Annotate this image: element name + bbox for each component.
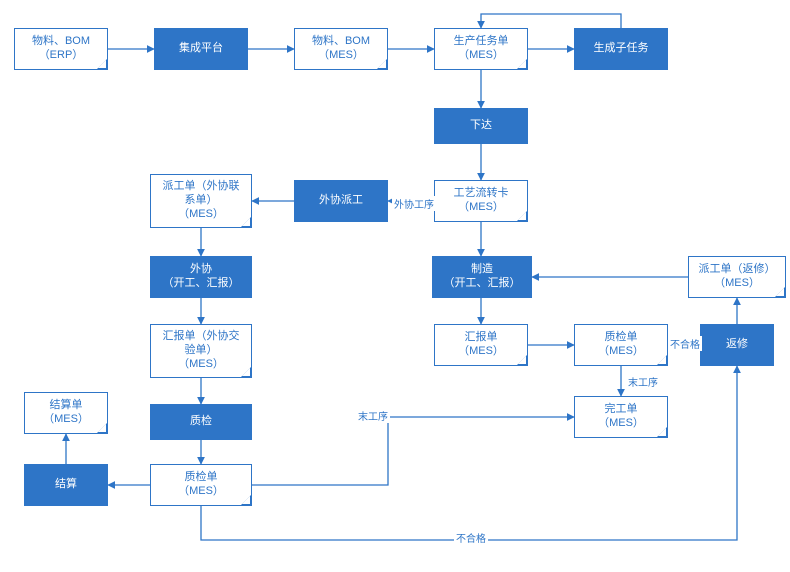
process-node-n21: 返修 — [700, 324, 774, 366]
edge-label: 末工序 — [626, 374, 660, 389]
edge-label: 不合格 — [668, 336, 702, 351]
document-node-n1: 物料、BOM（ERP） — [14, 28, 108, 70]
node-label: 派工单（外协联系单）（MES） — [163, 180, 240, 221]
process-node-n2: 集成平台 — [154, 28, 248, 70]
edge-n13-n21 — [201, 366, 737, 540]
node-label: 外协（开工、汇报） — [163, 263, 240, 291]
process-node-n12: 质检 — [150, 404, 252, 440]
flowchart-canvas: 物料、BOM（ERP） 集成平台 物料、BOM（MES） 生产任务单（MES） 生成子任… — [0, 0, 790, 572]
node-label: 完工单（MES） — [598, 403, 644, 431]
process-node-n10: 外协（开工、汇报） — [150, 256, 252, 298]
edge-label: 外协工序 — [392, 196, 436, 211]
node-label: 下达 — [470, 119, 492, 133]
edge-n5-n4 — [481, 14, 621, 28]
document-node-n19: 完工单（MES） — [574, 396, 668, 438]
document-node-n15: 结算单（MES） — [24, 392, 108, 434]
node-label: 工艺流转卡（MES） — [454, 187, 509, 215]
node-label: 返修 — [726, 338, 748, 352]
document-node-n11: 汇报单（外协交验单）（MES） — [150, 324, 252, 378]
document-node-n20: 派工单（返修）（MES） — [688, 256, 786, 298]
node-label: 生成子任务 — [594, 42, 649, 56]
edges-layer — [0, 0, 790, 572]
document-node-n9: 派工单（外协联系单）（MES） — [150, 174, 252, 228]
document-node-n18: 质检单（MES） — [574, 324, 668, 366]
node-label: 汇报单（MES） — [458, 331, 504, 359]
process-node-n6: 下达 — [434, 108, 528, 144]
document-node-n13: 质检单（MES） — [150, 464, 252, 506]
node-label: 汇报单（外协交验单）（MES） — [163, 330, 240, 371]
process-node-n16: 制造（开工、汇报） — [432, 256, 532, 298]
node-label: 结算单（MES） — [43, 399, 89, 427]
node-label: 结算 — [55, 478, 77, 492]
node-label: 物料、BOM（MES） — [312, 35, 370, 63]
node-label: 制造（开工、汇报） — [444, 263, 521, 291]
node-label: 质检 — [190, 415, 212, 429]
node-label: 质检单（MES） — [598, 331, 644, 359]
edge-n13-n19 — [252, 417, 574, 485]
edge-label: 末工序 — [356, 408, 390, 423]
node-label: 派工单（返修）（MES） — [699, 263, 776, 291]
process-node-n14: 结算 — [24, 464, 108, 506]
document-node-n3: 物料、BOM（MES） — [294, 28, 388, 70]
document-node-n17: 汇报单（MES） — [434, 324, 528, 366]
document-node-n4: 生产任务单（MES） — [434, 28, 528, 70]
node-label: 生产任务单（MES） — [454, 35, 509, 63]
node-label: 集成平台 — [179, 42, 223, 56]
process-node-n5: 生成子任务 — [574, 28, 668, 70]
node-label: 质检单（MES） — [178, 471, 224, 499]
process-node-n8: 外协派工 — [294, 180, 388, 222]
edge-label: 不合格 — [454, 530, 488, 545]
node-label: 外协派工 — [319, 194, 363, 208]
node-label: 物料、BOM（ERP） — [32, 35, 90, 63]
document-node-n7: 工艺流转卡（MES） — [434, 180, 528, 222]
